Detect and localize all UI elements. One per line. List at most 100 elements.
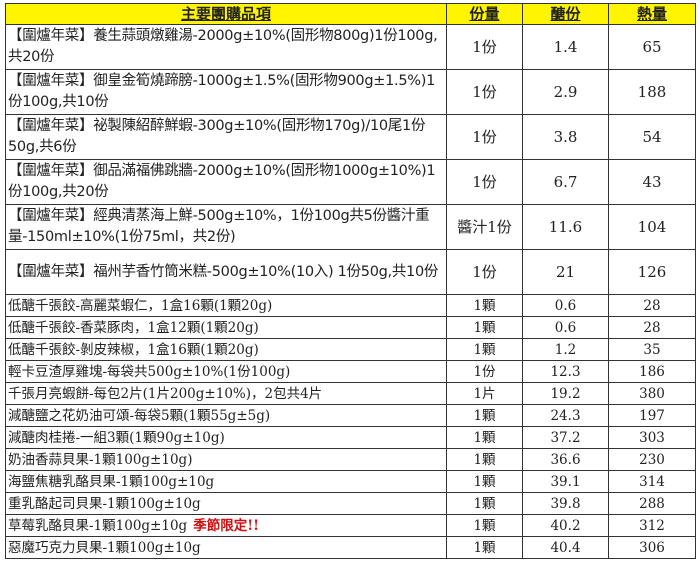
item-name: 【圍爐年菜】經典清蒸海上鮮-500g±10%，1份100g共5份醬汁重量-150… [5,204,447,250]
item-name: 重乳酪起司貝果-1顆100g±10g [5,492,447,515]
item-name-text: 低醣千張餃-剝皮辣椒，1盒16顆(1顆20g) [8,341,259,358]
nutrition-table: 主要團購品項 份量 醣份 熱量 【圍爐年菜】養生蒜頭燉雞湯-2000g±10%(… [5,3,696,559]
item-name-text: 【圍爐年菜】祕製陳紹醉鮮蝦-300g±10%(固形物170g)/10尾1份50g… [8,118,426,155]
calories-cell: 188 [608,69,696,115]
item-name-text: 低醣千張餃-高麗菜蝦仁，1盒16顆(1顆20g) [8,297,273,314]
header-calories: 熱量 [608,3,696,25]
calories-cell: 306 [608,536,696,559]
item-name-text: 千張月亮蝦餅-每包2片(1片200g±10%)，2包共4片 [8,385,323,402]
calories-cell: 288 [608,492,696,515]
portion-cell: 1顆 [446,448,523,471]
table-row: 【圍爐年菜】經典清蒸海上鮮-500g±10%，1份100g共5份醬汁重量-150… [5,204,696,250]
table-row: 減醣鹽之花奶油可頌-每袋5顆(1顆55g±5g) 1顆 24.3 197 [5,404,696,427]
table-row: 千張月亮蝦餅-每包2片(1片200g±10%)，2包共4片 1片 19.2 38… [5,382,696,405]
item-name-text: 草莓乳酪貝果-1顆100g±10g [8,517,188,534]
calories-cell: 197 [608,404,696,427]
table-row: 【圍爐年菜】養生蒜頭燉雞湯-2000g±10%(固形物800g)1份100g,共… [5,24,696,70]
header-row: 主要團購品項 份量 醣份 熱量 [5,3,696,25]
sugar-cell: 39.1 [522,470,609,493]
item-name-text: 【圍爐年菜】經典清蒸海上鮮-500g±10%，1份100g共5份醬汁重量-150… [8,208,430,245]
table-row: 【圍爐年菜】祕製陳紹醉鮮蝦-300g±10%(固形物170g)/10尾1份50g… [5,114,696,160]
calories-cell: 28 [608,294,696,317]
sugar-cell: 6.7 [522,159,609,205]
table-row: 【圍爐年菜】御品滿福佛跳牆-2000g±10%(固形物1000g±10%)1份1… [5,159,696,205]
calories-cell: 28 [608,316,696,339]
item-name-text: 【圍爐年菜】福州芋香竹筒米糕-500g±10%(10入) 1份50g,共10份 [8,263,439,280]
table-row: 低醣千張餃-高麗菜蝦仁，1盒16顆(1顆20g) 1顆 0.6 28 [5,294,696,317]
item-name: 千張月亮蝦餅-每包2片(1片200g±10%)，2包共4片 [5,382,447,405]
portion-cell: 1顆 [446,404,523,427]
item-name: 低醣千張餃-香菜豚肉，1盒12顆(1顆20g) [5,316,447,339]
calories-cell: 35 [608,338,696,361]
portion-cell: 1顆 [446,338,523,361]
calories-cell: 54 [608,114,696,160]
sugar-cell: 21 [522,249,609,295]
portion-cell: 1顆 [446,294,523,317]
header-portion: 份量 [446,3,523,25]
portion-cell: 1顆 [446,316,523,339]
item-name: 【圍爐年菜】祕製陳紹醉鮮蝦-300g±10%(固形物170g)/10尾1份50g… [5,114,447,160]
item-name: 惡魔巧克力貝果-1顆100g±10g [5,536,447,559]
sugar-cell: 40.2 [522,514,609,537]
item-name: 海鹽焦糖乳酪貝果-1顆100g±10g [5,470,447,493]
sugar-cell: 37.2 [522,426,609,449]
table-row: 海鹽焦糖乳酪貝果-1顆100g±10g 1顆 39.1 314 [5,470,696,493]
portion-cell: 醬汁1份 [446,204,523,250]
portion-cell: 1份 [446,24,523,70]
sugar-cell: 40.4 [522,536,609,559]
portion-cell: 1份 [446,360,523,383]
portion-cell: 1份 [446,159,523,205]
portion-cell: 1顆 [446,536,523,559]
item-name-text: 【圍爐年菜】御品滿福佛跳牆-2000g±10%(固形物1000g±10%)1份1… [8,163,436,200]
portion-cell: 1顆 [446,470,523,493]
item-name-text: 減醣鹽之花奶油可頌-每袋5顆(1顆55g±5g) [8,407,271,424]
sugar-cell: 19.2 [522,382,609,405]
portion-cell: 1份 [446,69,523,115]
calories-cell: 126 [608,249,696,295]
header-sugar: 醣份 [522,3,609,25]
item-name-text: 海鹽焦糖乳酪貝果-1顆100g±10g [8,473,215,490]
item-name: 低醣千張餃-高麗菜蝦仁，1盒16顆(1顆20g) [5,294,447,317]
table-row: 【圍爐年菜】福州芋香竹筒米糕-500g±10%(10入) 1份50g,共10份 … [5,249,696,295]
calories-cell: 230 [608,448,696,471]
item-name-text: 【圍爐年菜】養生蒜頭燉雞湯-2000g±10%(固形物800g)1份100g,共… [8,28,438,65]
item-name: 減醣鹽之花奶油可頌-每袋5顆(1顆55g±5g) [5,404,447,427]
item-name: 【圍爐年菜】福州芋香竹筒米糕-500g±10%(10入) 1份50g,共10份 [5,249,447,295]
item-name-text: 奶油香蒜貝果-1顆100g±10g) [8,451,193,468]
item-name-text: 低醣千張餃-香菜豚肉，1盒12顆(1顆20g) [8,319,259,336]
table-row: 惡魔巧克力貝果-1顆100g±10g 1顆 40.4 306 [5,536,696,559]
item-name: 輕卡豆渣厚雞塊-每袋共500g±10%(1份100g) [5,360,447,383]
sugar-cell: 39.8 [522,492,609,515]
portion-cell: 1顆 [446,492,523,515]
item-name-text: 重乳酪起司貝果-1顆100g±10g [8,495,201,512]
item-name: 草莓乳酪貝果-1顆100g±10g 季節限定!! [5,514,447,537]
table-row: 重乳酪起司貝果-1顆100g±10g 1顆 39.8 288 [5,492,696,515]
seasonal-note: 季節限定!! [193,517,260,534]
calories-cell: 314 [608,470,696,493]
table-row: 低醣千張餃-剝皮辣椒，1盒16顆(1顆20g) 1顆 1.2 35 [5,338,696,361]
sugar-cell: 11.6 [522,204,609,250]
table-row: 奶油香蒜貝果-1顆100g±10g) 1顆 36.6 230 [5,448,696,471]
portion-cell: 1顆 [446,426,523,449]
table-row: 低醣千張餃-香菜豚肉，1盒12顆(1顆20g) 1顆 0.6 28 [5,316,696,339]
sugar-cell: 24.3 [522,404,609,427]
item-name: 【圍爐年菜】養生蒜頭燉雞湯-2000g±10%(固形物800g)1份100g,共… [5,24,447,70]
sugar-cell: 12.3 [522,360,609,383]
header-item: 主要團購品項 [5,3,447,25]
table-row: 減醣肉桂捲-一組3顆(1顆90g±10g) 1顆 37.2 303 [5,426,696,449]
table-row: 草莓乳酪貝果-1顆100g±10g 季節限定!! 1顆 40.2 312 [5,514,696,537]
portion-cell: 1片 [446,382,523,405]
calories-cell: 186 [608,360,696,383]
item-name: 低醣千張餃-剝皮辣椒，1盒16顆(1顆20g) [5,338,447,361]
sugar-cell: 1.4 [522,24,609,70]
calories-cell: 312 [608,514,696,537]
portion-cell: 1份 [446,249,523,295]
item-name-text: 【圍爐年菜】御皇金筍燒蹄膀-1000g±1.5%(固形物900g±1.5%)1份… [8,73,436,110]
portion-cell: 1份 [446,114,523,160]
sugar-cell: 2.9 [522,69,609,115]
sugar-cell: 1.2 [522,338,609,361]
item-name: 減醣肉桂捲-一組3顆(1顆90g±10g) [5,426,447,449]
table-row: 輕卡豆渣厚雞塊-每袋共500g±10%(1份100g) 1份 12.3 186 [5,360,696,383]
calories-cell: 303 [608,426,696,449]
item-name: 奶油香蒜貝果-1顆100g±10g) [5,448,447,471]
